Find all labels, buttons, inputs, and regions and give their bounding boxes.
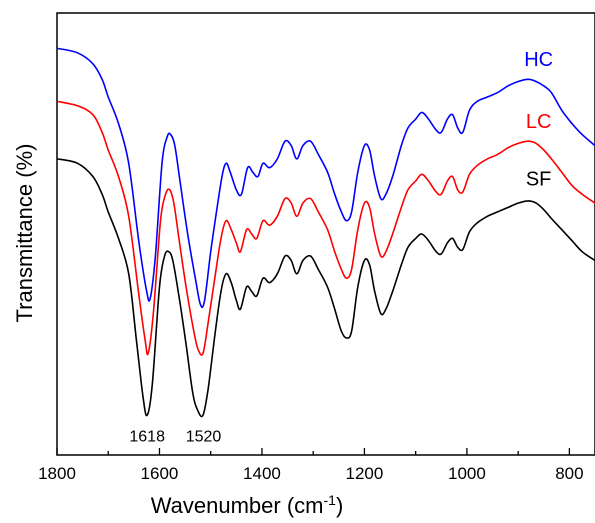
peak-label: 1520	[186, 429, 222, 446]
x-axis-title: Wavenumber (cm-1)	[151, 492, 344, 518]
series-label-hc: HC	[524, 49, 553, 71]
series-label-sf: SF	[526, 168, 552, 190]
x-ticks: 1800 1600 1400 1200 1000 800	[38, 448, 584, 483]
plot-frame	[56, 12, 595, 456]
series-layer	[56, 47, 595, 418]
x-tick-label: 1200	[346, 464, 384, 483]
peak-label: 1618	[129, 429, 165, 446]
series-line-hc	[56, 47, 595, 309]
x-tick-label: 1400	[243, 464, 281, 483]
x-tick-label: 1800	[38, 464, 76, 483]
plot-area: 1800 1600 1400 1200 1000 800 HC LC SF 1618 1520	[38, 12, 595, 483]
series-labels: HC LC SF	[524, 49, 553, 190]
series-line-lc	[56, 100, 595, 356]
series-label-lc: LC	[526, 111, 552, 133]
x-tick-label: 800	[555, 464, 583, 483]
peak-annotations: 1618 1520	[129, 429, 221, 446]
y-axis-title: Transmittance (%)	[12, 144, 37, 323]
x-tick-label: 1600	[141, 464, 179, 483]
x-tick-label: 1000	[448, 464, 486, 483]
series-line-sf	[56, 158, 595, 418]
